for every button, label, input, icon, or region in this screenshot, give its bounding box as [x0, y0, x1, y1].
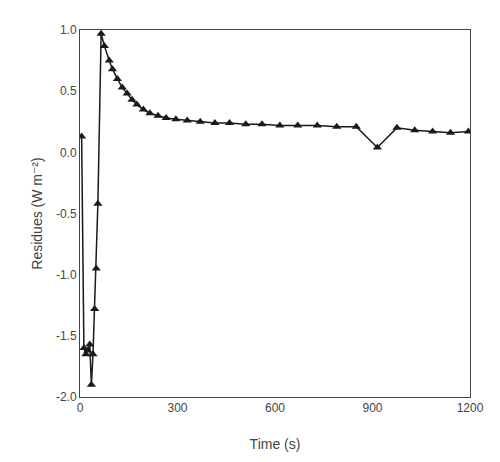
- svg-text:0.5: 0.5: [60, 84, 77, 98]
- svg-text:1200: 1200: [457, 401, 484, 415]
- svg-text:Time (s): Time (s): [250, 436, 301, 452]
- svg-text:-0.5: -0.5: [56, 207, 77, 221]
- svg-text:1.0: 1.0: [60, 23, 77, 37]
- svg-text:300: 300: [167, 401, 187, 415]
- svg-text:0: 0: [77, 401, 84, 415]
- svg-text:900: 900: [362, 401, 382, 415]
- svg-text:-1.5: -1.5: [56, 329, 77, 343]
- svg-text:0.0: 0.0: [60, 146, 77, 160]
- svg-text:Residues (W m⁻²): Residues (W m⁻²): [29, 157, 45, 269]
- svg-text:600: 600: [265, 401, 285, 415]
- svg-text:-1.0: -1.0: [56, 268, 77, 282]
- svg-text:-2.0: -2.0: [56, 390, 77, 404]
